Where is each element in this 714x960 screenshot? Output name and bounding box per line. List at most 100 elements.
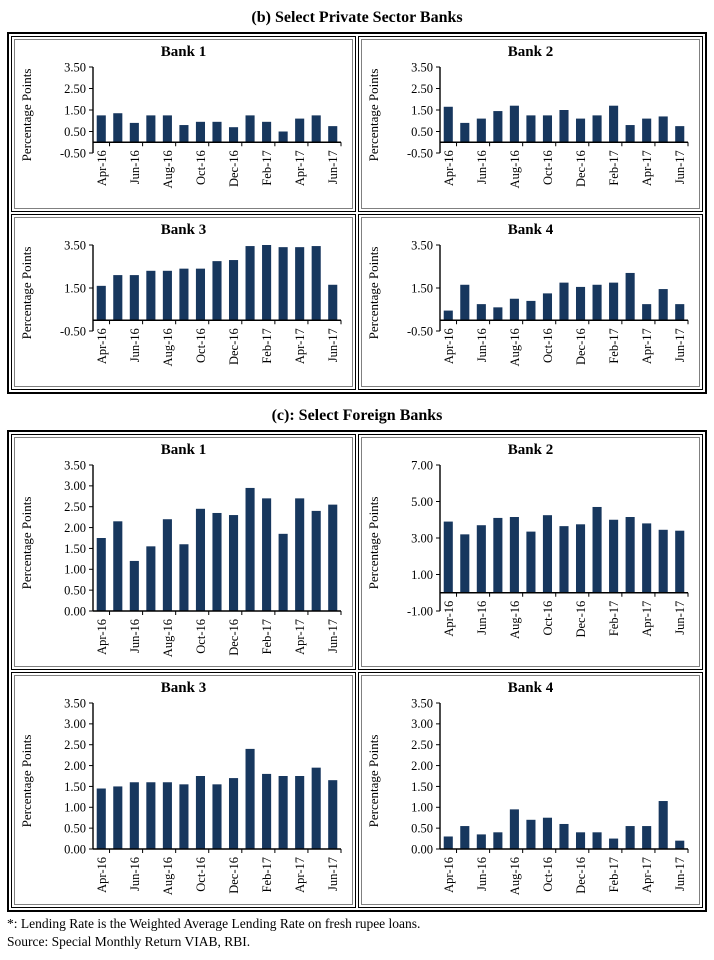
svg-text:Percentage Points: Percentage Points bbox=[19, 69, 34, 162]
chart-foreign-bank-2: Bank 2 7.00 5.00 3.00 1.00 -1.00 Apr-16 Jun-16… bbox=[361, 437, 700, 668]
svg-text:3.50: 3.50 bbox=[64, 61, 86, 74]
panel-b-cell-4: Bank 4 3.50 1.50 -0.50 Apr-16 Jun-16 Aug-16 Oc… bbox=[358, 214, 703, 391]
chart-foreign-bank-1: Bank 1 3.50 3.00 2.50 2.00 1.50 1.00 0.50 0.00 A… bbox=[14, 437, 353, 668]
chart-foreign-bank-3: Bank 3 3.50 3.00 2.50 2.00 1.50 1.00 0.50 0.00 A… bbox=[14, 675, 353, 906]
svg-text:Feb-17: Feb-17 bbox=[607, 328, 621, 363]
svg-text:Aug-16: Aug-16 bbox=[507, 150, 521, 188]
svg-text:Jun-16: Jun-16 bbox=[474, 601, 488, 635]
svg-text:Feb-17: Feb-17 bbox=[260, 619, 274, 654]
panel-b-cell-1: Bank 1 3.50 2.50 1.50 0.50 -0.50 Apr-16 Jun-16… bbox=[11, 36, 356, 213]
svg-text:Apr-16: Apr-16 bbox=[441, 328, 455, 364]
svg-text:Apr-16: Apr-16 bbox=[441, 601, 455, 637]
svg-text:3.00: 3.00 bbox=[64, 480, 86, 494]
svg-text:1.50: 1.50 bbox=[64, 542, 86, 556]
svg-text:2.50: 2.50 bbox=[411, 738, 433, 752]
svg-text:Jun-16: Jun-16 bbox=[474, 150, 488, 184]
svg-text:Apr-16: Apr-16 bbox=[441, 150, 455, 186]
svg-text:2.50: 2.50 bbox=[64, 82, 86, 96]
svg-text:1.50: 1.50 bbox=[411, 282, 433, 296]
svg-text:3.50: 3.50 bbox=[64, 459, 86, 472]
svg-text:-0.50: -0.50 bbox=[59, 147, 85, 161]
svg-text:0.00: 0.00 bbox=[411, 843, 433, 857]
footnote-lending-rate: *: Lending Rate is the Weighted Average … bbox=[7, 916, 421, 932]
svg-text:Apr-16: Apr-16 bbox=[441, 857, 455, 893]
chart-title: Bank 2 bbox=[507, 442, 554, 459]
svg-text:Dec-16: Dec-16 bbox=[574, 328, 588, 365]
svg-text:2.50: 2.50 bbox=[411, 82, 433, 96]
panel-c: Bank 1 3.50 3.00 2.50 2.00 1.50 1.00 0.50 0.00 A… bbox=[7, 430, 707, 913]
svg-text:0.00: 0.00 bbox=[64, 605, 86, 619]
svg-text:0.50: 0.50 bbox=[411, 125, 433, 139]
svg-text:Percentage Points: Percentage Points bbox=[366, 735, 381, 828]
svg-text:-0.50: -0.50 bbox=[406, 325, 432, 339]
svg-text:Dec-16: Dec-16 bbox=[227, 619, 241, 656]
chart-title: Bank 3 bbox=[160, 680, 207, 697]
chart-private-bank-1: Bank 1 3.50 2.50 1.50 0.50 -0.50 Apr-16 Jun-16… bbox=[14, 39, 353, 210]
svg-text:Aug-16: Aug-16 bbox=[507, 857, 521, 895]
svg-text:Oct-16: Oct-16 bbox=[193, 857, 207, 892]
svg-text:Jun-17: Jun-17 bbox=[673, 601, 687, 635]
svg-text:Dec-16: Dec-16 bbox=[574, 150, 588, 187]
panel-c-cell-4: Bank 4 3.50 3.00 2.50 2.00 1.50 1.00 0.50 0.00 A… bbox=[358, 672, 703, 909]
svg-text:Aug-16: Aug-16 bbox=[507, 601, 521, 639]
bar-plot: 3.50 3.00 2.50 2.00 1.50 1.00 0.50 0.00 Apr-16 Ju… bbox=[19, 697, 341, 896]
svg-text:-0.50: -0.50 bbox=[59, 325, 85, 339]
footnote-source: Source: Special Monthly Return VIAB, RBI… bbox=[7, 933, 251, 949]
bar-plot: 3.50 2.50 1.50 0.50 -0.50 Apr-16 Jun-16 Aug-16 O… bbox=[19, 61, 341, 189]
chart-private-bank-4: Bank 4 3.50 1.50 -0.50 Apr-16 Jun-16 Aug-16 Oc… bbox=[361, 217, 700, 388]
svg-text:Percentage Points: Percentage Points bbox=[19, 497, 34, 590]
svg-text:Oct-16: Oct-16 bbox=[193, 619, 207, 654]
svg-text:Apr-17: Apr-17 bbox=[293, 150, 307, 186]
svg-text:Feb-17: Feb-17 bbox=[260, 857, 274, 892]
svg-text:Apr-17: Apr-17 bbox=[640, 328, 654, 364]
svg-text:1.00: 1.00 bbox=[64, 801, 86, 815]
svg-text:Oct-16: Oct-16 bbox=[193, 328, 207, 363]
svg-text:Feb-17: Feb-17 bbox=[607, 150, 621, 185]
svg-text:Apr-17: Apr-17 bbox=[640, 601, 654, 637]
panel-c-cell-1: Bank 1 3.50 3.00 2.50 2.00 1.50 1.00 0.50 0.00 A… bbox=[11, 434, 356, 671]
svg-text:Apr-16: Apr-16 bbox=[94, 328, 108, 364]
svg-text:1.50: 1.50 bbox=[64, 780, 86, 794]
svg-text:3.50: 3.50 bbox=[411, 61, 433, 74]
svg-text:3.00: 3.00 bbox=[411, 532, 433, 546]
svg-text:Jun-16: Jun-16 bbox=[127, 328, 141, 362]
svg-text:0.50: 0.50 bbox=[411, 822, 433, 836]
svg-text:3.00: 3.00 bbox=[64, 718, 86, 732]
svg-text:Jun-17: Jun-17 bbox=[326, 619, 340, 653]
panel-c-title: (c): Select Foreign Banks bbox=[271, 407, 443, 425]
svg-text:-1.00: -1.00 bbox=[406, 605, 432, 619]
svg-text:Apr-16: Apr-16 bbox=[94, 857, 108, 893]
chart-title: Bank 4 bbox=[507, 680, 554, 697]
chart-title: Bank 1 bbox=[160, 44, 207, 61]
panel-b-title: (b) Select Private Sector Banks bbox=[251, 9, 463, 26]
bar-plot: 3.50 3.00 2.50 2.00 1.50 1.00 0.50 0.00 Apr-16 Ju… bbox=[366, 697, 688, 896]
bar-plot: 3.50 2.50 1.50 0.50 -0.50 Apr-16 Jun-16 Aug-16 O… bbox=[366, 61, 688, 189]
panel-c-cell-2: Bank 2 7.00 5.00 3.00 1.00 -1.00 Apr-16 Jun-16… bbox=[358, 434, 703, 671]
chart-title: Bank 4 bbox=[507, 222, 554, 239]
svg-text:Dec-16: Dec-16 bbox=[227, 150, 241, 187]
chart-title: Bank 2 bbox=[507, 44, 554, 61]
svg-text:Jun-17: Jun-17 bbox=[673, 328, 687, 362]
svg-text:Jun-17: Jun-17 bbox=[673, 150, 687, 184]
svg-text:Jun-16: Jun-16 bbox=[474, 857, 488, 891]
svg-text:Aug-16: Aug-16 bbox=[160, 150, 174, 188]
svg-text:1.00: 1.00 bbox=[64, 563, 86, 577]
svg-text:Jun-16: Jun-16 bbox=[474, 328, 488, 362]
bar-plot: 3.50 3.00 2.50 2.00 1.50 1.00 0.50 0.00 Apr-16 Ju… bbox=[19, 459, 341, 658]
svg-text:Jun-17: Jun-17 bbox=[673, 857, 687, 891]
chart-title: Bank 1 bbox=[160, 442, 207, 459]
svg-text:Percentage Points: Percentage Points bbox=[366, 247, 381, 340]
svg-text:0.00: 0.00 bbox=[64, 843, 86, 857]
svg-text:5.00: 5.00 bbox=[411, 495, 433, 509]
svg-text:Apr-17: Apr-17 bbox=[293, 328, 307, 364]
svg-text:Apr-17: Apr-17 bbox=[293, 619, 307, 655]
svg-text:Jun-17: Jun-17 bbox=[326, 150, 340, 184]
svg-text:3.50: 3.50 bbox=[64, 239, 86, 252]
svg-text:Aug-16: Aug-16 bbox=[160, 619, 174, 657]
svg-text:Percentage Points: Percentage Points bbox=[19, 735, 34, 828]
panel-b: Bank 1 3.50 2.50 1.50 0.50 -0.50 Apr-16 Jun-16… bbox=[7, 32, 707, 395]
panel-c-cell-3: Bank 3 3.50 3.00 2.50 2.00 1.50 1.00 0.50 0.00 A… bbox=[11, 672, 356, 909]
svg-text:3.50: 3.50 bbox=[411, 239, 433, 252]
svg-text:Feb-17: Feb-17 bbox=[260, 328, 274, 363]
